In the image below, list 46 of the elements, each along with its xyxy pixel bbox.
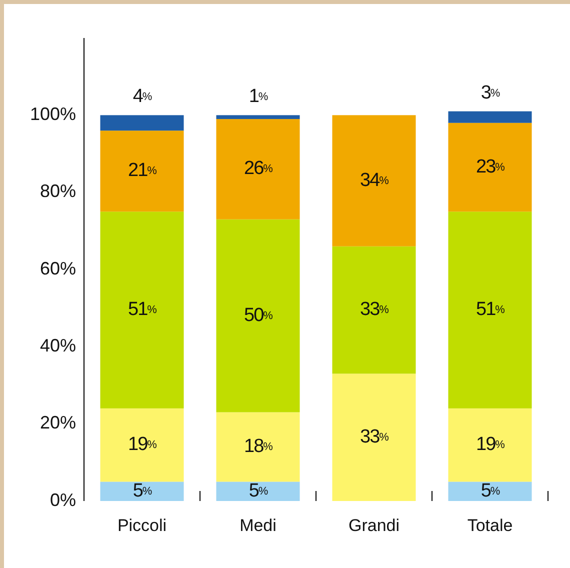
bar	[448, 408, 532, 482]
data-label: 19%	[128, 434, 158, 456]
bar	[216, 219, 300, 412]
data-label: 4%	[132, 86, 152, 108]
y-tick-label: 20%	[40, 412, 76, 433]
bar	[448, 111, 532, 123]
data-label: 34%	[360, 170, 390, 191]
y-tick-label: 80%	[40, 181, 76, 202]
bar	[216, 119, 300, 220]
y-tick-label: 60%	[40, 258, 76, 278]
data-label: 21%	[128, 160, 158, 182]
data-label: 18%	[244, 436, 274, 457]
data-label: 33%	[360, 299, 390, 320]
bar	[100, 482, 184, 501]
bar	[332, 246, 416, 374]
bar	[448, 212, 532, 408]
data-label: 5%	[132, 480, 152, 502]
data-label: 50%	[244, 304, 274, 326]
bar	[448, 122, 532, 212]
bar	[332, 374, 416, 501]
data-label: 19%	[476, 434, 506, 456]
bar	[100, 212, 184, 408]
x-tick-label: Piccoli	[117, 516, 167, 535]
bar	[332, 115, 416, 246]
bar	[216, 412, 300, 482]
x-tick-label: Medi	[240, 516, 276, 535]
data-label: 26%	[244, 158, 274, 180]
bar	[100, 130, 184, 212]
data-label: 51%	[128, 299, 158, 320]
bar	[448, 482, 532, 501]
bar	[216, 482, 300, 501]
bar	[100, 115, 184, 131]
x-tick-label: Grandi	[348, 516, 400, 535]
data-label: 23%	[476, 156, 506, 178]
x-tick-label: Totale	[467, 516, 513, 535]
y-tick-label: 100%	[30, 104, 76, 124]
y-tick-label: 0%	[50, 490, 76, 510]
bar	[216, 115, 300, 120]
data-label: 33%	[360, 426, 390, 448]
bar	[100, 408, 184, 482]
data-label: 3%	[480, 82, 500, 104]
data-label: 5%	[480, 480, 500, 502]
data-label: 51%	[476, 299, 506, 320]
y-tick-label: 40%	[40, 335, 76, 356]
data-label: 1%	[248, 86, 268, 108]
data-label: 5%	[248, 480, 268, 502]
